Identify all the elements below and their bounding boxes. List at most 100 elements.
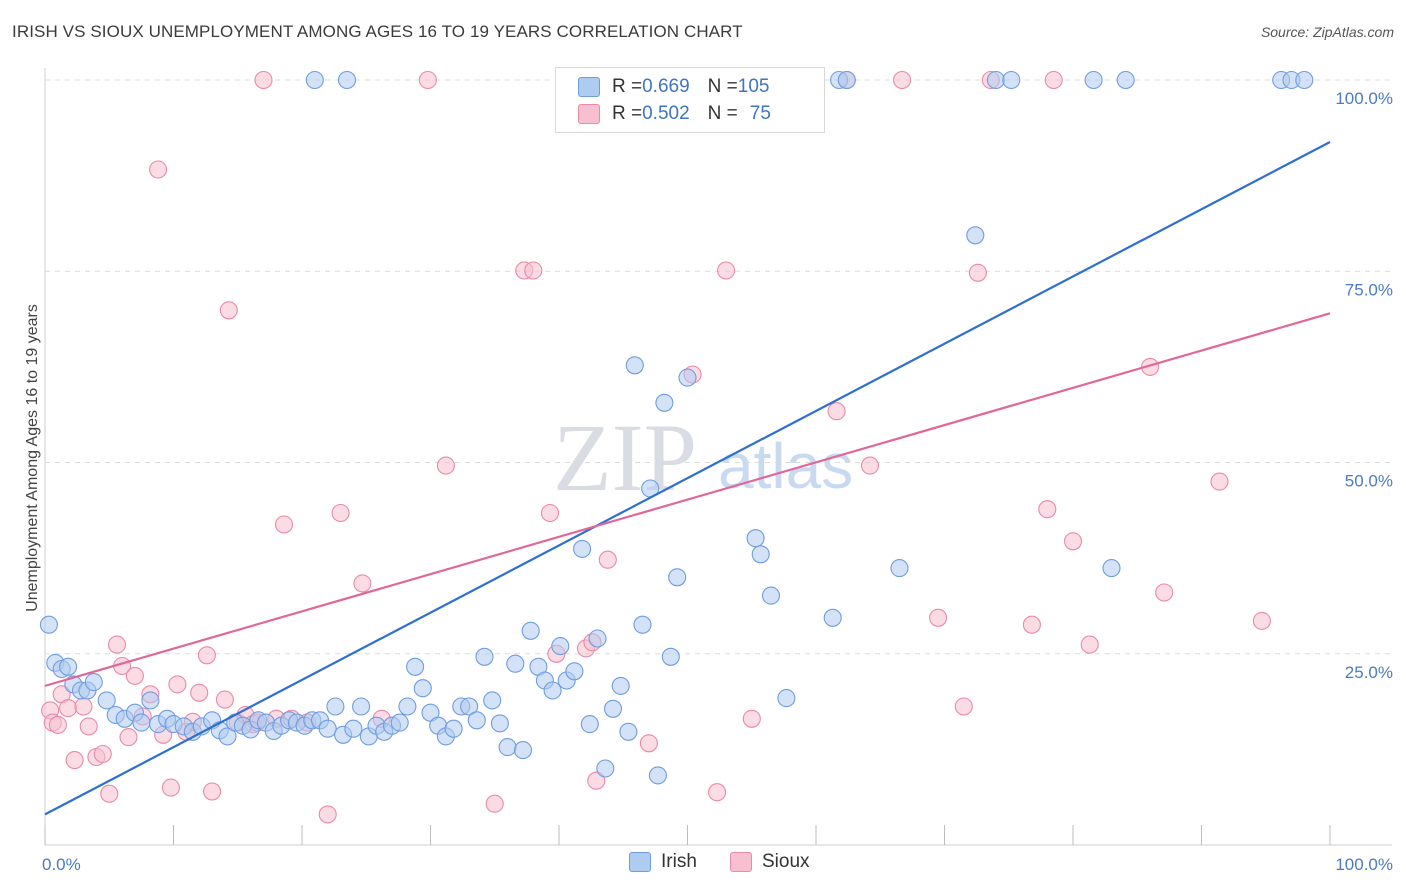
- tick-labels: 25.0% 50.0% 75.0% 100.0% 0.0% 100.0%: [42, 89, 1393, 874]
- irish-point-96: [1084, 70, 1103, 90]
- irish-point-65: [551, 637, 570, 656]
- sioux-point-7: [79, 717, 98, 736]
- sioux-point-38: [331, 503, 350, 523]
- sioux-point-63: [954, 697, 973, 716]
- irish-point-93: [966, 226, 985, 245]
- stats-legend: R = 0.669 N = 105 R = 0.502 N = 75: [555, 67, 825, 133]
- irish-point-79: [655, 393, 674, 412]
- irish-trend-line: [44, 140, 1331, 816]
- irish-point-35: [318, 719, 337, 738]
- sioux-point-2: [48, 715, 67, 734]
- watermark-zip: ZIP: [553, 404, 697, 511]
- chart-source: Source: ZipAtlas.com: [1260, 24, 1394, 40]
- irish-point-44: [390, 713, 409, 732]
- irish-point-57: [490, 714, 509, 733]
- sioux-point-62: [929, 608, 948, 627]
- irish-point-60: [513, 741, 533, 760]
- sioux-point-72: [1155, 583, 1174, 602]
- trend-lines: [44, 140, 1331, 816]
- irish-point-7: [84, 673, 103, 692]
- irish-point-82: [678, 368, 697, 387]
- sioux-point-66: [1022, 615, 1041, 634]
- sioux-point-4: [59, 699, 78, 718]
- sioux-point-64: [968, 263, 987, 282]
- sioux-point-20: [168, 675, 187, 694]
- sioux-point-13: [119, 728, 138, 747]
- chart-title: IRISH VS SIOUX UNEMPLOYMENT AMONG AGES 1…: [12, 22, 743, 41]
- irish-point-68: [573, 539, 592, 558]
- irish-legend-swatch: [629, 852, 651, 872]
- irish-point-78: [648, 766, 667, 785]
- sioux-point-32: [254, 70, 273, 90]
- sioux-trend-line: [44, 312, 1331, 687]
- irish-point-76: [633, 615, 652, 634]
- sioux-point-37: [318, 805, 337, 824]
- legend-row-irish: R = 0.669 N = 105: [578, 74, 769, 100]
- irish-point-95: [1002, 70, 1021, 90]
- sioux-point-58: [827, 402, 846, 421]
- irish-point-73: [611, 676, 630, 695]
- sioux-point-17: [149, 160, 168, 179]
- irish-point-55: [475, 647, 494, 666]
- sioux-n-value: 75: [749, 103, 771, 124]
- irish-point-71: [596, 759, 615, 778]
- irish-legend-label: Irish: [661, 851, 697, 872]
- sioux-point-43: [485, 794, 504, 813]
- sioux-point-41: [418, 70, 437, 90]
- sioux-point-26: [215, 690, 234, 709]
- irish-point-103: [337, 70, 357, 90]
- grid-lines: [45, 79, 1392, 655]
- sioux-point-25: [203, 782, 222, 801]
- sioux-point-52: [639, 734, 658, 753]
- irish-point-12: [132, 713, 151, 732]
- irish-point-85: [746, 529, 765, 548]
- sioux-point-46: [540, 503, 560, 523]
- irish-point-64: [543, 681, 562, 700]
- irish-point-87: [761, 586, 781, 605]
- irish-point-89: [823, 608, 842, 627]
- irish-point-88: [777, 689, 796, 708]
- irish-point-45: [398, 697, 417, 716]
- sioux-point-42: [436, 456, 455, 475]
- irish-r-label: R =: [612, 76, 643, 97]
- sioux-r-label: R =: [612, 103, 643, 124]
- sioux-n-label: N =: [707, 103, 738, 124]
- sioux-point-73: [1210, 472, 1229, 491]
- x-tick-label-100: 100.0%: [1335, 855, 1393, 874]
- irish-point-91: [837, 70, 856, 90]
- y-axis-label: Unemployment Among Ages 16 to 19 years: [24, 304, 41, 612]
- irish-point-61: [521, 621, 540, 640]
- y-tick-label-50: 50.0%: [1345, 472, 1393, 491]
- sioux-point-27: [219, 301, 238, 320]
- sioux-point-70: [1080, 635, 1099, 654]
- sioux-point-74: [1252, 611, 1271, 630]
- sioux-point-51: [598, 550, 617, 569]
- sioux-point-56: [742, 709, 761, 728]
- sioux-point-68: [1044, 70, 1063, 90]
- irish-point-59: [506, 654, 525, 673]
- irish-point-70: [588, 629, 607, 648]
- legend-row-sioux: R = 0.502 N = 75: [578, 101, 771, 127]
- irish-point-38: [344, 719, 363, 738]
- sioux-point-9: [93, 744, 112, 764]
- watermark-atlas: atlas: [718, 430, 853, 502]
- sioux-point-19: [161, 778, 180, 797]
- sioux-point-6: [74, 697, 93, 716]
- irish-point-47: [413, 679, 432, 698]
- irish-point-39: [352, 697, 371, 716]
- irish-n-value: 105: [737, 76, 770, 97]
- irish-point-75: [625, 356, 644, 375]
- y-tick-label-75: 75.0%: [1345, 280, 1393, 299]
- irish-point-3: [59, 657, 78, 676]
- legend-item-sioux[interactable]: Sioux: [730, 851, 810, 873]
- irish-point-54: [467, 711, 486, 730]
- irish-point-102: [305, 70, 324, 90]
- series-legend: Irish Sioux: [0, 851, 1406, 877]
- irish-point-46: [406, 657, 425, 676]
- legend-item-irish[interactable]: Irish: [629, 851, 697, 873]
- sioux-point-5: [65, 751, 84, 770]
- irish-point-80: [661, 647, 680, 666]
- irish-point-94: [986, 70, 1005, 90]
- sioux-point-10: [100, 784, 119, 803]
- irish-point-86: [751, 545, 770, 564]
